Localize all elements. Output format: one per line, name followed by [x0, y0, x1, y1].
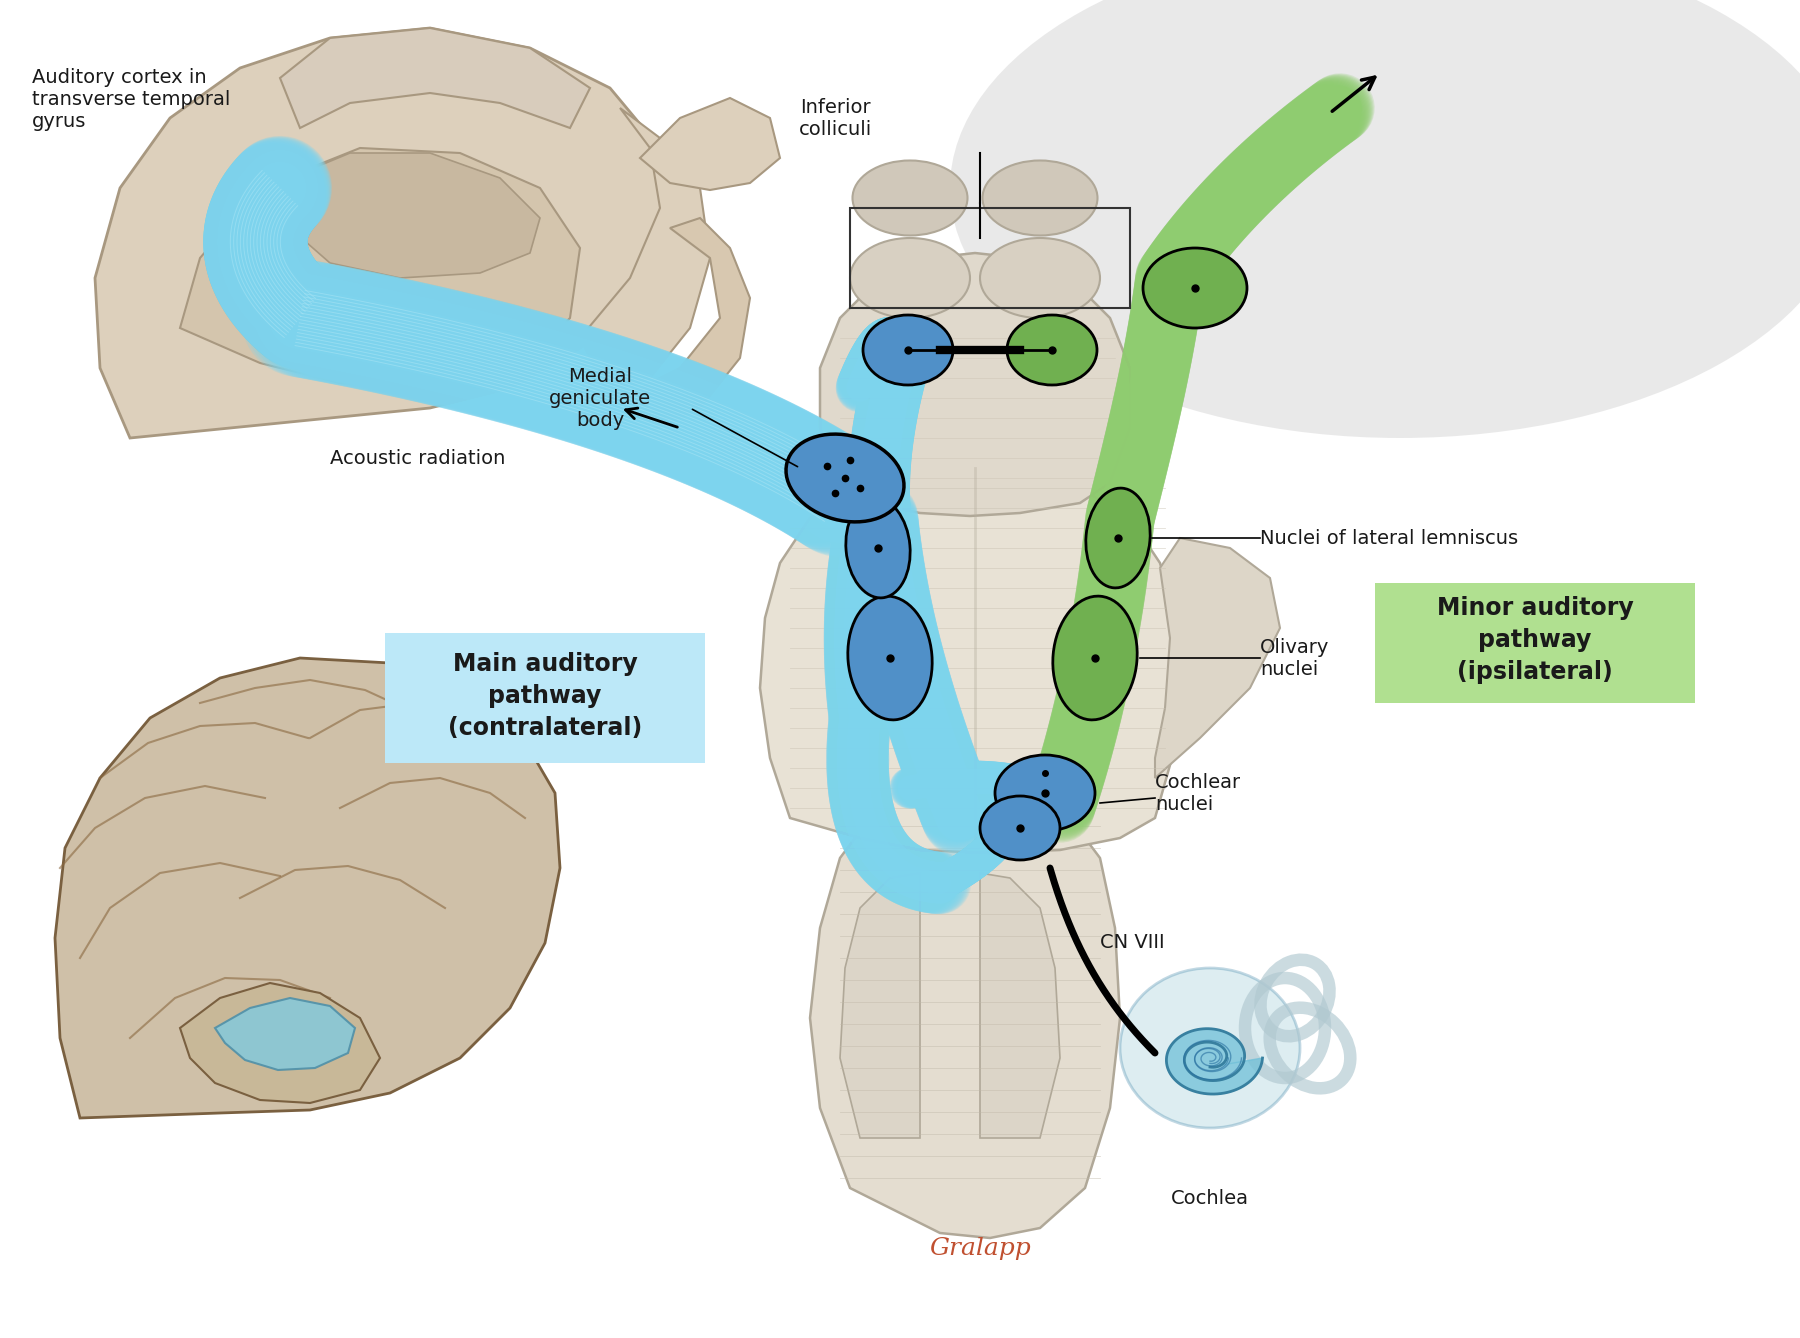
Ellipse shape — [1120, 967, 1300, 1128]
Polygon shape — [1166, 1029, 1262, 1094]
Ellipse shape — [979, 238, 1100, 318]
Ellipse shape — [1053, 597, 1138, 720]
Text: Minor auditory
pathway
(ipsilateral): Minor auditory pathway (ipsilateral) — [1436, 597, 1633, 684]
Ellipse shape — [850, 238, 970, 318]
Ellipse shape — [979, 796, 1060, 860]
Polygon shape — [810, 793, 1120, 1238]
Text: Gralapp: Gralapp — [929, 1236, 1031, 1259]
Polygon shape — [290, 153, 540, 278]
Text: Auditory cortex in
transverse temporal
gyrus: Auditory cortex in transverse temporal g… — [32, 68, 230, 131]
Ellipse shape — [1085, 488, 1150, 587]
Polygon shape — [979, 872, 1060, 1139]
Text: Cochlear
nuclei: Cochlear nuclei — [1156, 772, 1242, 814]
Polygon shape — [841, 872, 920, 1139]
Text: CN VIII: CN VIII — [1100, 934, 1165, 953]
Text: Nuclei of lateral lemniscus: Nuclei of lateral lemniscus — [1260, 529, 1517, 547]
Text: Acoustic radiation: Acoustic radiation — [329, 448, 506, 467]
Ellipse shape — [950, 0, 1800, 438]
Ellipse shape — [1143, 248, 1247, 328]
Polygon shape — [180, 149, 580, 388]
Polygon shape — [180, 983, 380, 1103]
Ellipse shape — [995, 755, 1094, 831]
Polygon shape — [821, 253, 1130, 516]
Ellipse shape — [787, 434, 904, 522]
Polygon shape — [580, 108, 709, 397]
Polygon shape — [95, 28, 670, 438]
Ellipse shape — [1006, 314, 1096, 385]
Polygon shape — [760, 470, 1177, 854]
Text: Main auditory
pathway
(contralateral): Main auditory pathway (contralateral) — [448, 653, 643, 740]
Text: Olivary
nuclei: Olivary nuclei — [1260, 637, 1330, 678]
Polygon shape — [1156, 538, 1280, 777]
Text: Medial
geniculate
body: Medial geniculate body — [549, 367, 652, 429]
Polygon shape — [56, 658, 560, 1119]
Polygon shape — [641, 98, 779, 190]
Ellipse shape — [862, 314, 952, 385]
Ellipse shape — [848, 597, 932, 720]
Polygon shape — [281, 28, 590, 128]
Text: Cochlea: Cochlea — [1172, 1188, 1249, 1207]
FancyBboxPatch shape — [1375, 583, 1696, 702]
Ellipse shape — [853, 161, 968, 235]
Ellipse shape — [983, 161, 1098, 235]
Text: Inferior
colliculi: Inferior colliculi — [799, 98, 871, 139]
Polygon shape — [619, 218, 751, 428]
Ellipse shape — [846, 498, 911, 598]
Polygon shape — [214, 998, 355, 1070]
FancyBboxPatch shape — [385, 633, 706, 763]
